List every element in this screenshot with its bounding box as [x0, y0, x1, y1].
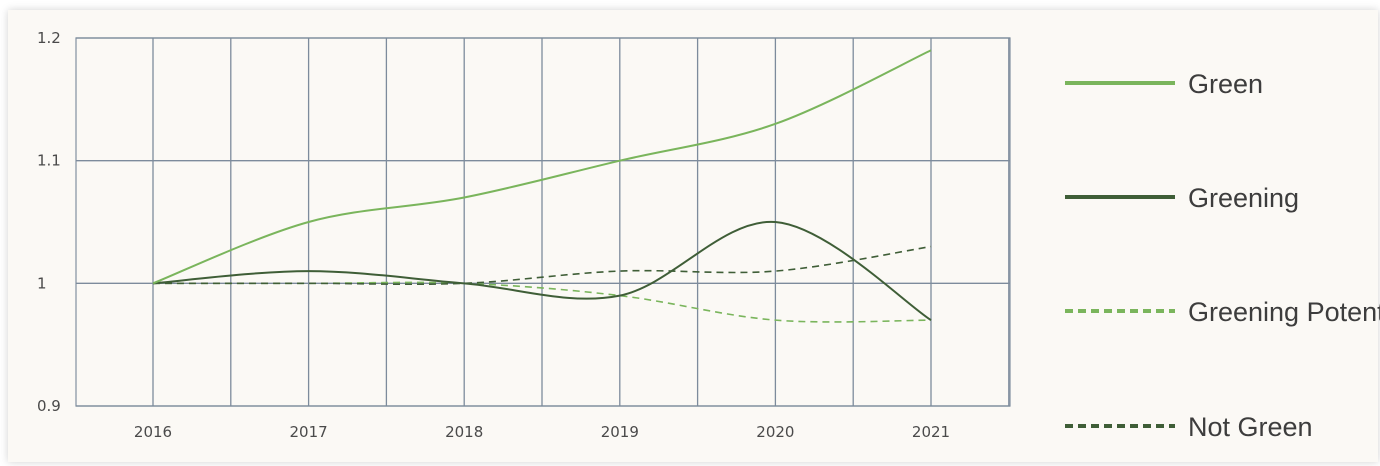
series-line-greening	[152, 220, 932, 321]
legend-label: Green	[1188, 69, 1263, 99]
series-line-green	[152, 49, 932, 285]
x-tick-label: 2019	[601, 423, 639, 441]
chart-frame	[8, 10, 1378, 462]
legend-label: Not Green	[1188, 412, 1313, 442]
legend-label: Greening	[1188, 183, 1299, 213]
plot-border	[75, 37, 1011, 407]
x-tick-label: 2021	[912, 423, 950, 441]
y-tick-label: 1.1	[37, 152, 61, 170]
series-line-not-green	[153, 245, 932, 286]
y-axis-ticks: 0.9 1 1.1 1.2	[37, 29, 61, 415]
x-tick-label: 2018	[445, 423, 483, 441]
y-tick-label: 1	[37, 274, 47, 292]
chart-legend: Green Greening Greening Potential Not Green	[1065, 69, 1380, 442]
y-tick-label: 0.9	[37, 397, 61, 415]
chart-grid	[75, 37, 1011, 407]
legend-label: Greening Potential	[1188, 297, 1380, 327]
y-tick-label: 1.2	[37, 29, 61, 47]
chart-series	[152, 49, 932, 323]
x-tick-label: 2020	[756, 423, 794, 441]
x-tick-label: 2017	[290, 423, 328, 441]
x-axis-ticks: 2016 2017 2018 2019 2020 2021	[134, 423, 950, 441]
x-tick-label: 2016	[134, 423, 172, 441]
